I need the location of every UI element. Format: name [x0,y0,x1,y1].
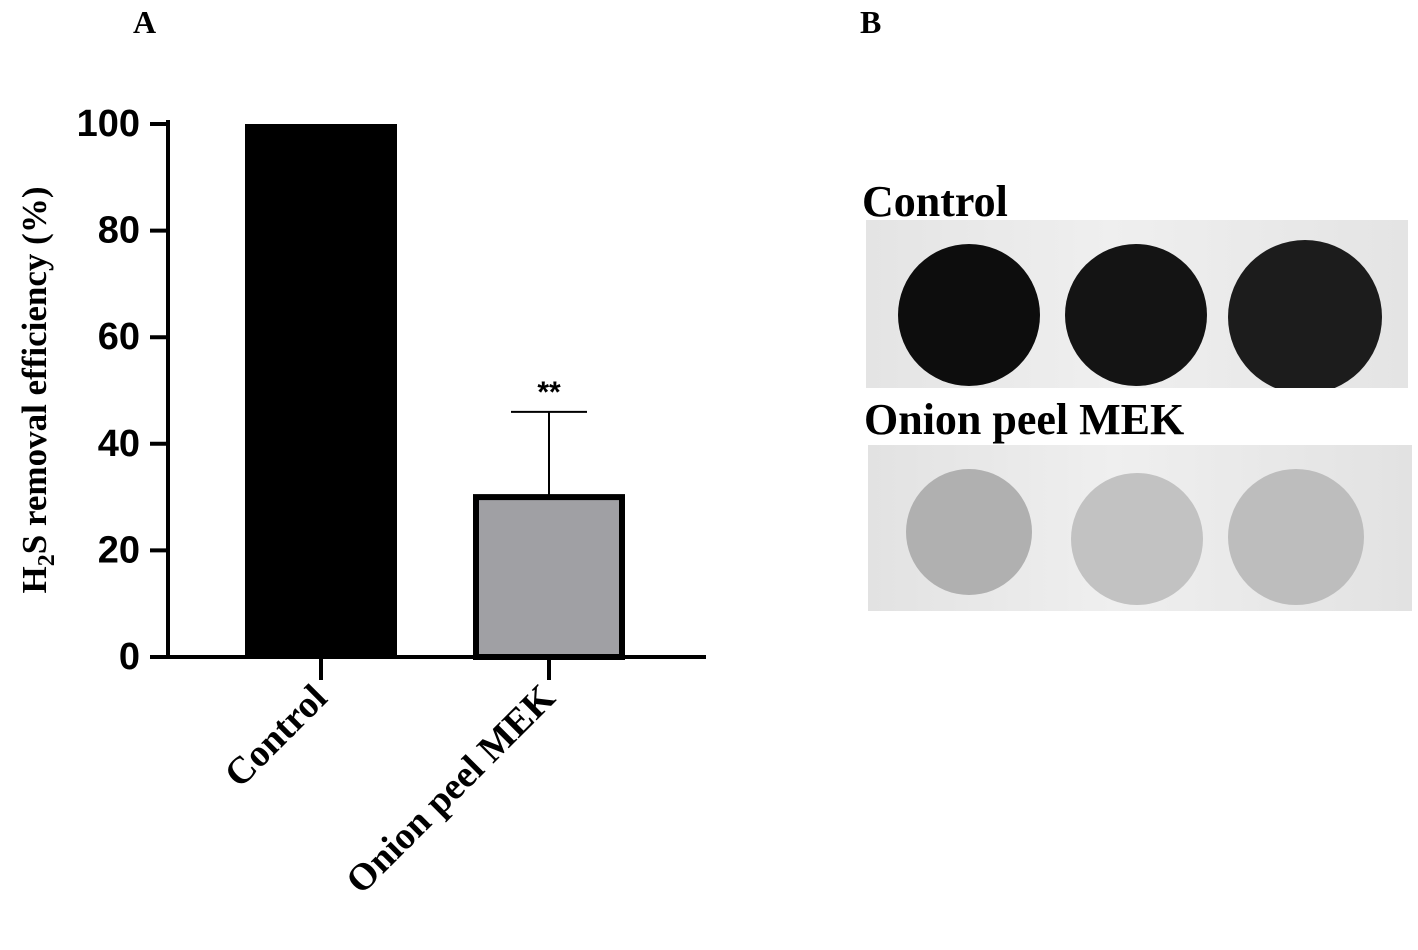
panel-b-label: B [860,4,882,40]
y-tick-label: 40 [98,423,140,465]
y-tick-label: 20 [98,529,140,571]
assay-label-onion-peel-mek: Onion peel MEK [864,395,1185,444]
y-axis-label-rest: S removal efficiency (%) [15,187,54,555]
assay-spot [1228,469,1364,605]
y-axis-label-main: H [15,566,54,593]
x-tick-label: Control [217,677,336,796]
y-tick-label: 80 [98,210,140,252]
assay-spot [906,469,1032,595]
assay-spot [1228,240,1382,388]
panel-a-label: A [133,4,157,40]
y-axis-label-subscript: 2 [34,554,60,566]
assay-plate-onion-peel-mek [868,445,1412,611]
bar-onion-peel-mek [473,494,625,660]
y-tick-label: 100 [77,103,140,145]
y-tick-label: 0 [119,636,140,678]
bar-control [245,124,397,657]
bar-chart: ** 0 20 40 60 80 100 Control Onion peel MEK H2… [15,103,706,902]
error-bars-layer: ** [511,376,587,498]
assay-spot [1065,244,1207,386]
bars-layer [245,124,625,660]
assay-plate-control [866,220,1408,388]
assay-spot [1071,473,1203,605]
x-ticks-layer: Control Onion peel MEK [217,657,564,902]
y-axis-label: H2S removal efficiency (%) [15,187,60,594]
axes-layer [166,120,706,659]
y-tick-label: 60 [98,316,140,358]
assay-spot [898,244,1040,386]
y-ticks-layer: 0 20 40 60 80 100 [77,103,168,678]
assay-label-control: Control [862,177,1008,226]
x-tick-label: Onion peel MEK [338,676,564,902]
significance-marker: ** [537,376,561,409]
